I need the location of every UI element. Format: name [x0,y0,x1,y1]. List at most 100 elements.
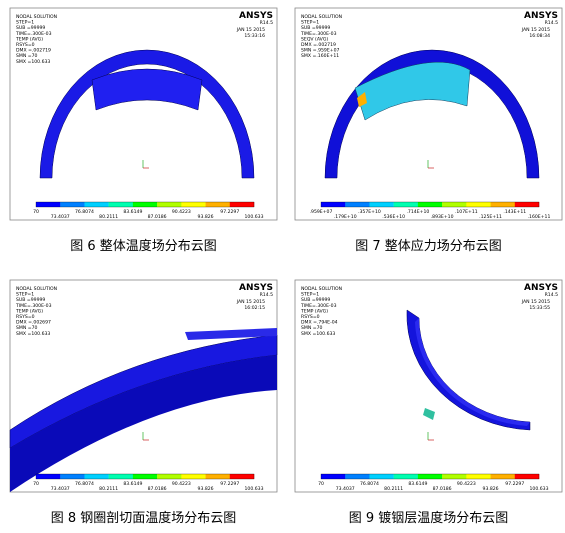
colorbar-label: .143E+11 [503,209,526,215]
info-line: TEMP (AVG) [300,308,328,314]
colorbar-label: 70 [318,481,324,487]
colorbar-label: 70 [33,209,39,215]
colorbar-band [514,202,540,207]
colorbar-band [514,474,540,479]
info-line: SUB =99999 [16,25,45,31]
colorbar-label: 90.4223 [457,481,476,487]
colorbar-band [84,202,109,207]
info-line: STEP=1 [301,292,319,298]
colorbar-label: 80.2111 [99,214,118,220]
colorbar-band [321,474,346,479]
colorbar-label: 87.0186 [148,214,167,220]
colorbar-frame [35,201,255,208]
ansys-logo: ANSYS [524,283,558,293]
colorbar-label: 100.633 [245,214,264,220]
colorbar-label: .125E+11 [479,214,502,220]
colorbar-band [108,474,134,479]
colorbar-band [108,202,134,207]
info-line: SMX =100.633 [301,331,335,337]
info-line: SUB =99999 [16,297,45,303]
colorbar-label: 87.0186 [148,486,167,492]
colorbar-label: 73.4037 [336,486,355,492]
info-line: SUB =99999 [301,297,330,303]
model-side [10,355,277,492]
colorbar-label: 70 [33,481,39,487]
colorbar-label: .893E+10 [431,214,454,220]
colorbar-band [181,474,206,479]
info-line: SEQV (AVG) [301,36,328,42]
colorbar-band [132,474,158,479]
colorbar-band [36,474,61,479]
colorbar-label: 93.826 [198,486,214,492]
info-line: SUB =99999 [301,25,330,31]
info-line: DMX =.002719 [301,42,336,48]
info-line: RSYS=0 [16,314,35,320]
colorbar-label: 83.6149 [123,209,142,215]
colorbar-band [442,202,467,207]
info-line: TIME=.300E-03 [300,303,337,309]
info-line: SMN =70 [16,53,38,59]
info-line: DMX =.002719 [16,48,51,54]
colorbar-label: 83.6149 [123,481,142,487]
colorbar-label: .536E+10 [382,214,405,220]
info-line: RSYS=0 [16,42,35,48]
info-line: TIME=.300E-03 [15,303,52,309]
colorbar-band [369,202,394,207]
date: JAN 15 2015 [521,27,550,33]
info-line: TIME=.300E-03 [300,31,337,37]
hot-spot [357,92,367,107]
colorbar-label: 73.4037 [51,486,70,492]
figure-caption: 图 6 整体温度场分布云图 [70,238,217,254]
info-line: TIME=.300E-03 [15,31,52,37]
info-line: SMN =70 [301,325,323,331]
time: 15:33:16 [244,33,265,39]
time: 15:33:55 [529,305,550,311]
colorbar-band [229,202,255,207]
colorbar-band [345,202,370,207]
colorbar-label: 93.826 [483,486,499,492]
colorbar-label: 87.0186 [433,486,452,492]
hot-spot [423,408,435,420]
colorbar-band [442,474,467,479]
ansys-logo: ANSYS [239,283,273,293]
colorbar-frame [320,473,540,480]
info-line: SMX =100.633 [16,59,50,65]
colorbar-band [205,202,230,207]
figure-caption: 图 9 镀铟层温度场分布云图 [349,510,509,526]
info-line: STEP=1 [16,20,34,26]
colorbar-band [466,202,491,207]
version: R14.5 [260,292,273,298]
colorbar-band [157,474,182,479]
colorbar-band [417,474,443,479]
colorbar-label: .357E+10 [358,209,381,215]
colorbar-band [417,202,443,207]
colorbar-band [393,202,419,207]
info-line: TEMP (AVG) [15,36,43,42]
colorbar-label: .107E+11 [455,209,478,215]
colorbar-label: 76.8074 [75,481,94,487]
colorbar-label: 97.2297 [220,481,239,487]
colorbar-label: 90.4223 [172,481,191,487]
info-line: DMX =.794E-04 [301,320,338,326]
colorbar-label: 83.6149 [408,481,427,487]
colorbar-frame [320,201,540,208]
version: R14.5 [260,20,273,26]
ansys-logo: ANSYS [524,11,558,21]
version: R14.5 [545,292,558,298]
info-line: NODAL SOLUTION [16,14,57,20]
date: JAN 15 2015 [236,27,265,33]
info-line: SMX =100.633 [16,331,50,337]
cut-face [185,328,277,340]
colorbar-label: 97.2297 [505,481,524,487]
time: 16:08:34 [529,33,550,39]
colorbar-band [369,474,394,479]
colorbar-label: 80.2111 [384,486,403,492]
colorbar-label: 80.2111 [99,486,118,492]
info-line: NODAL SOLUTION [301,14,342,20]
time: 16:02:15 [244,305,265,311]
colorbar-band [84,474,109,479]
info-line: DMX =.002697 [16,320,51,326]
